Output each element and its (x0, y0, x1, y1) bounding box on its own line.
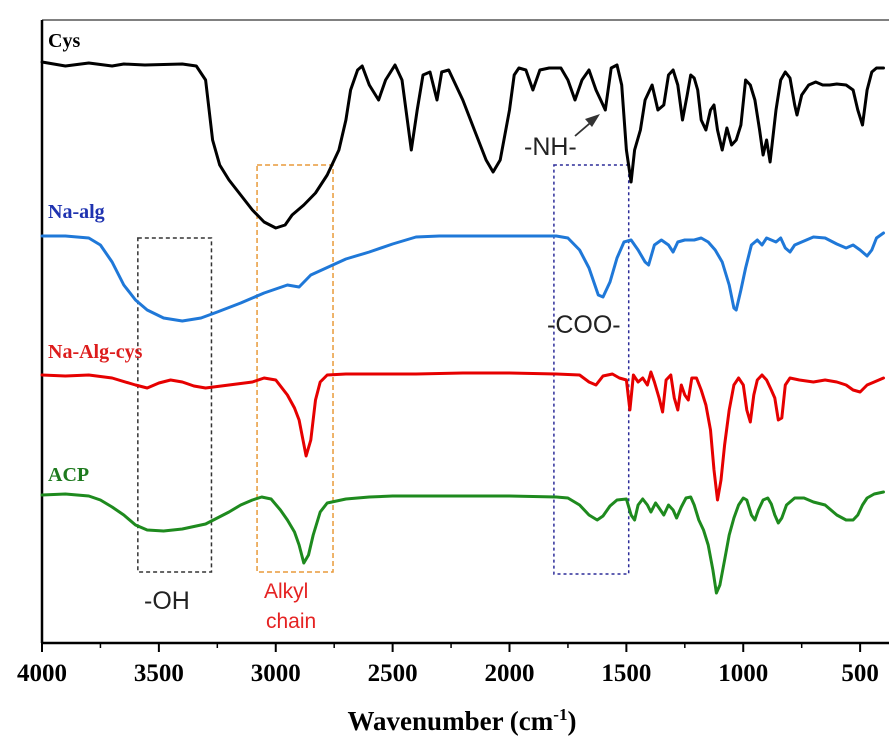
series-label-na-alg-cys: Na-Alg-cys (48, 341, 143, 363)
x-axis-title: Wavenumber (cm-1) (348, 705, 577, 736)
series-lines (40, 60, 885, 595)
annotation-arrow-nh-head (585, 114, 600, 127)
series-label-na-alg: Na-alg (48, 201, 105, 223)
x-tick-label: 3500 (134, 660, 184, 687)
x-tick-label: 500 (841, 660, 879, 687)
x-tick-label: 3000 (251, 660, 301, 687)
annotation-label-nh: -NH- (524, 133, 577, 161)
x-axis-title-superscript: -1 (553, 705, 567, 724)
x-tick-label: 1000 (718, 660, 768, 687)
series-label-cys: Cys (48, 30, 80, 52)
x-axis-title-close: ) (567, 706, 576, 736)
annotation-label-alkyl: Alkyl (264, 580, 308, 603)
series-label-acp: ACP (48, 464, 89, 486)
x-ticks: 4000 3500 3000 2500 2000 1500 1000 500 (17, 643, 879, 687)
series-line-acp (40, 490, 885, 595)
x-tick-label: 2000 (485, 660, 535, 687)
series-line-cys (40, 60, 885, 230)
x-tick-label: 1500 (601, 660, 651, 687)
annotation-label-coo: -COO- (547, 311, 621, 339)
annotation-box-oh (137, 237, 213, 573)
x-tick-label: 4000 (17, 660, 67, 687)
series-line-na-alg (40, 231, 885, 323)
annotation-box-alkyl (256, 164, 334, 573)
annotation-boxes (137, 164, 630, 575)
annotation-label-oh: -OH (144, 587, 190, 615)
series-line-na-alg-cys (40, 370, 885, 502)
annotation-box-coo (553, 164, 630, 575)
annotation-label-chain: chain (266, 610, 316, 633)
x-tick-label: 2500 (368, 660, 418, 687)
